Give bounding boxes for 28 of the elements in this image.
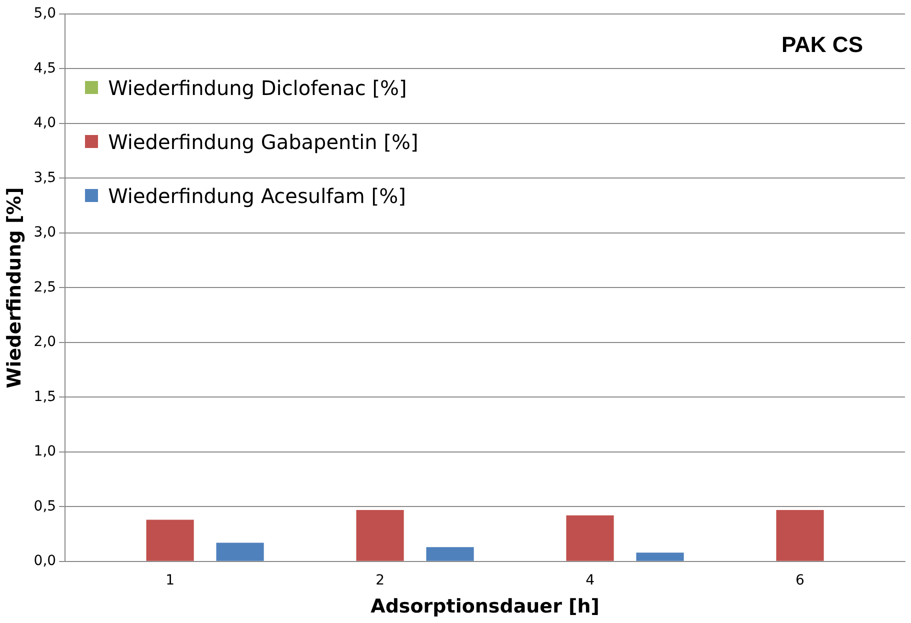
y-tick-label: 3,0	[34, 224, 56, 241]
x-tick-label: 2	[376, 572, 384, 588]
y-tick-label: 0,5	[34, 498, 56, 514]
bar	[356, 510, 404, 561]
bar	[216, 542, 264, 561]
y-axis-title: Wiederfindung [%]	[3, 187, 26, 388]
x-tick-label: 4	[586, 572, 595, 588]
text: PAK CS	[782, 32, 863, 58]
bar	[776, 510, 824, 561]
x-tick-label: 1	[166, 572, 175, 588]
legend-label: Wiederfindung Gabapentin [%]	[108, 130, 418, 154]
y-tick-label: 1,0	[34, 444, 56, 460]
bar	[636, 552, 684, 561]
y-tick-label: 3,5	[34, 170, 56, 186]
x-tick-label: 6	[796, 572, 805, 588]
bar	[426, 547, 474, 561]
legend-label: Wiederfindung Diclofenac [%]	[108, 76, 407, 100]
y-tick-label: 5,0	[34, 6, 56, 22]
y-tick-label: 4,5	[34, 60, 56, 76]
y-tick-label: 2,5	[34, 279, 56, 296]
x-axis-title: Adsorptionsdauer [h]	[370, 596, 600, 618]
y-tick-label: 4,0	[34, 115, 56, 132]
y-tick-label: 1,5	[34, 388, 56, 405]
bar	[566, 515, 614, 561]
y-tick-label: 0,0	[34, 553, 56, 570]
legend-label: Wiederfindung Acesulfam [%]	[108, 184, 406, 208]
y-tick-label: 2,0	[34, 334, 56, 350]
bar	[146, 520, 194, 561]
